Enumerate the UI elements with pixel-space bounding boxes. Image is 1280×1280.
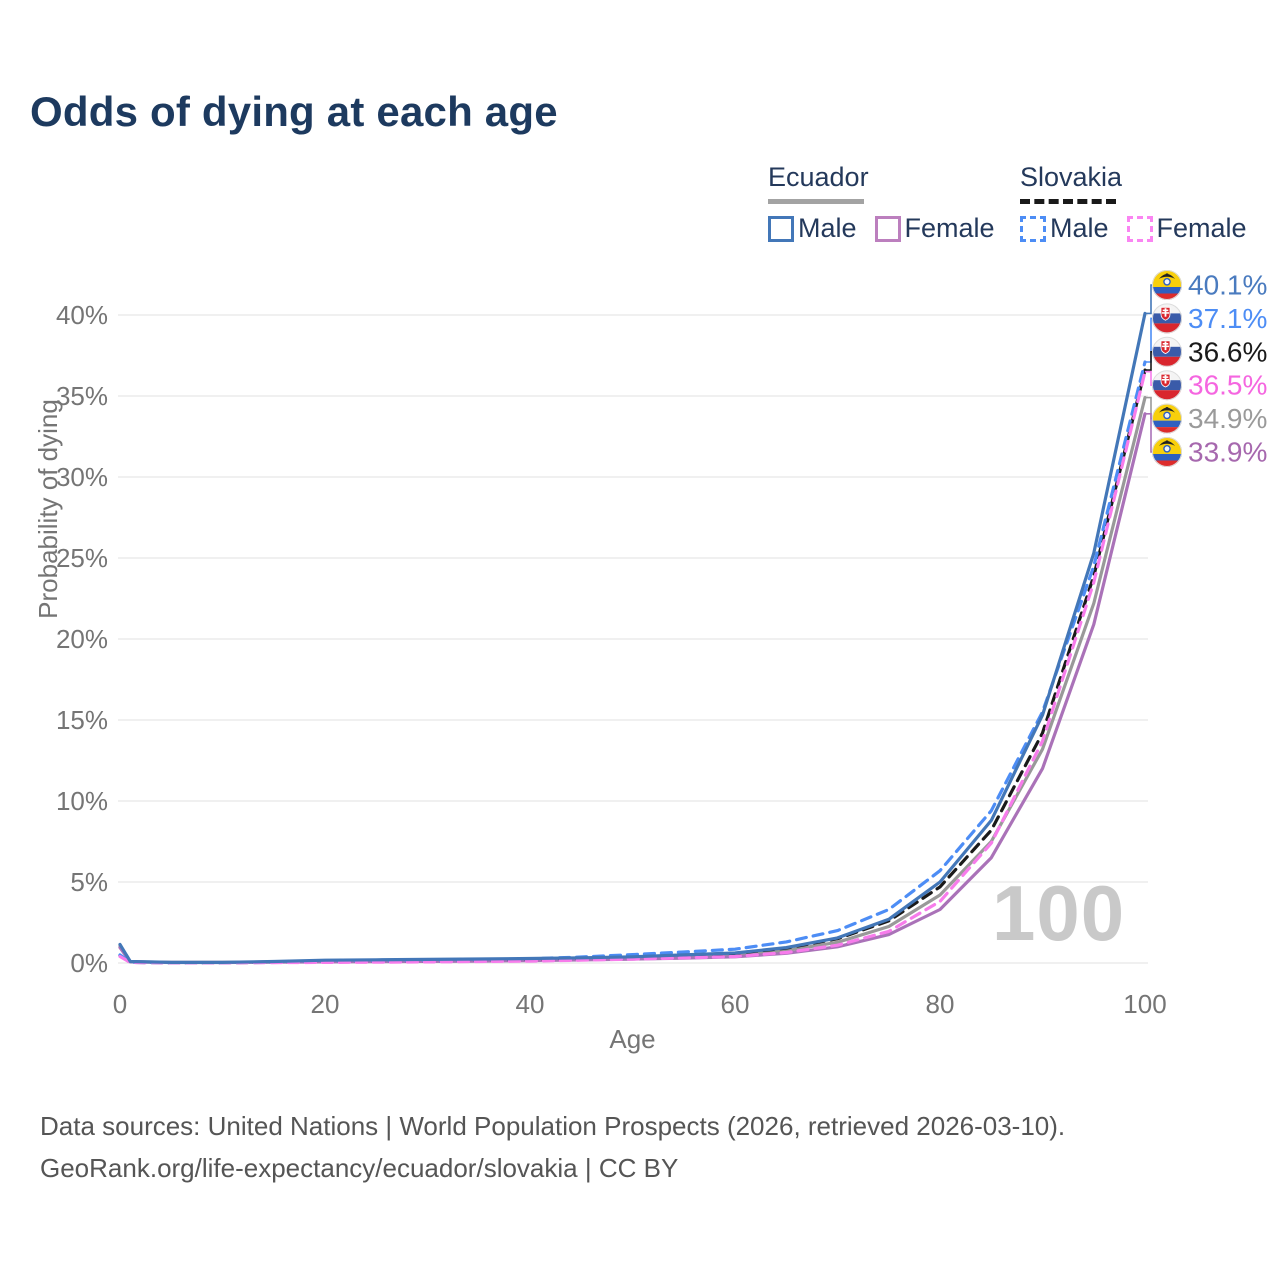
y-axis-tick-label: 25%: [56, 543, 108, 573]
slovakia-flag-icon: [1152, 370, 1182, 401]
end-value-label: 34.9%: [1188, 403, 1267, 434]
footer: Data sources: United Nations | World Pop…: [40, 1106, 1065, 1189]
legend-item-label: Female: [904, 213, 995, 243]
end-value-label: 36.6%: [1188, 336, 1267, 367]
y-axis-tick-label: 10%: [56, 786, 108, 816]
page-title: Odds of dying at each age: [30, 88, 558, 135]
end-label-slovakia-female: 36.5%: [1145, 370, 1267, 401]
ecuador-flag-icon: [1152, 403, 1182, 434]
legend-country-label: Ecuador: [768, 162, 869, 192]
label-connector-line: [1145, 370, 1153, 387]
legend-swatch-icon: [1126, 215, 1153, 242]
slovakia-flag-icon: [1152, 303, 1182, 334]
legend-item-slovakia-male[interactable]: Male: [1020, 213, 1109, 244]
end-value-label: 40.1%: [1188, 270, 1267, 301]
age-watermark: 100: [992, 869, 1126, 957]
legend-line-style-sample: [768, 199, 864, 204]
ecuador-flag-icon: [1152, 270, 1182, 300]
legend-swatch-icon: [768, 215, 794, 242]
x-axis-tick-label: 40: [516, 989, 545, 1019]
y-axis-tick-label: 20%: [56, 624, 108, 654]
series-line-ecuador-male[interactable]: [118, 311, 1147, 965]
y-axis-tick-label: 15%: [56, 705, 108, 735]
end-value-label: 36.5%: [1188, 370, 1267, 401]
x-axis-tick-label: 0: [113, 989, 127, 1019]
end-label-slovakia-both: 36.6%: [1145, 336, 1267, 371]
legend-item-ecuador-female[interactable]: Female: [874, 213, 995, 244]
slovakia-flag-icon: [1152, 336, 1182, 367]
data-source-text: Data sources: United Nations | World Pop…: [40, 1111, 1066, 1141]
x-axis-tick-label: 100: [1123, 989, 1166, 1019]
legend-swatch-icon: [874, 215, 901, 242]
y-axis-tick-label: 35%: [56, 381, 108, 411]
x-axis-tick-label: 60: [721, 989, 750, 1019]
x-axis-tick-label: 20: [311, 989, 340, 1019]
x-axis-tick-label: 80: [926, 989, 955, 1019]
label-connector-line: [1145, 284, 1153, 315]
legend-item-label: Male: [1050, 213, 1109, 243]
y-axis-tick-label: 5%: [70, 867, 108, 897]
legend-item-ecuador-male[interactable]: Male: [768, 213, 857, 244]
legend-country-label: Slovakia: [1020, 162, 1123, 192]
legend-line-style-sample: [1020, 199, 1116, 204]
legend-item-label: Female: [1156, 213, 1247, 243]
y-axis-tick-label: 40%: [56, 300, 108, 330]
end-label-ecuador-female: 33.9%: [1145, 412, 1267, 468]
y-axis-tick-label: 0%: [70, 948, 108, 978]
end-value-label: 33.9%: [1188, 437, 1267, 468]
x-axis-title: Age: [609, 1024, 656, 1054]
legend-group-slovakia: Slovakia Male Female: [1020, 162, 1265, 244]
ecuador-flag-icon: [1152, 437, 1182, 467]
attribution-link[interactable]: GeoRank.org/life-expectancy/ecuador/slov…: [40, 1152, 679, 1183]
legend-item-slovakia-female[interactable]: Female: [1126, 213, 1247, 244]
legend-item-label: Male: [798, 213, 857, 243]
end-label-slovakia-male: 37.1%: [1145, 303, 1267, 363]
legend-swatch-icon: [1020, 215, 1046, 242]
y-axis-tick-label: 30%: [56, 462, 108, 492]
end-label-ecuador-male: 40.1%: [1145, 270, 1267, 315]
label-connector-line: [1145, 412, 1153, 453]
chart-legend: Ecuador Male Female Slovakia Male Female: [0, 162, 1280, 244]
legend-group-ecuador: Ecuador Male Female: [768, 162, 1013, 244]
y-axis-title: Probability of dying: [33, 399, 63, 619]
end-label-ecuador-both: 34.9%: [1145, 396, 1267, 434]
end-value-label: 37.1%: [1188, 303, 1267, 334]
